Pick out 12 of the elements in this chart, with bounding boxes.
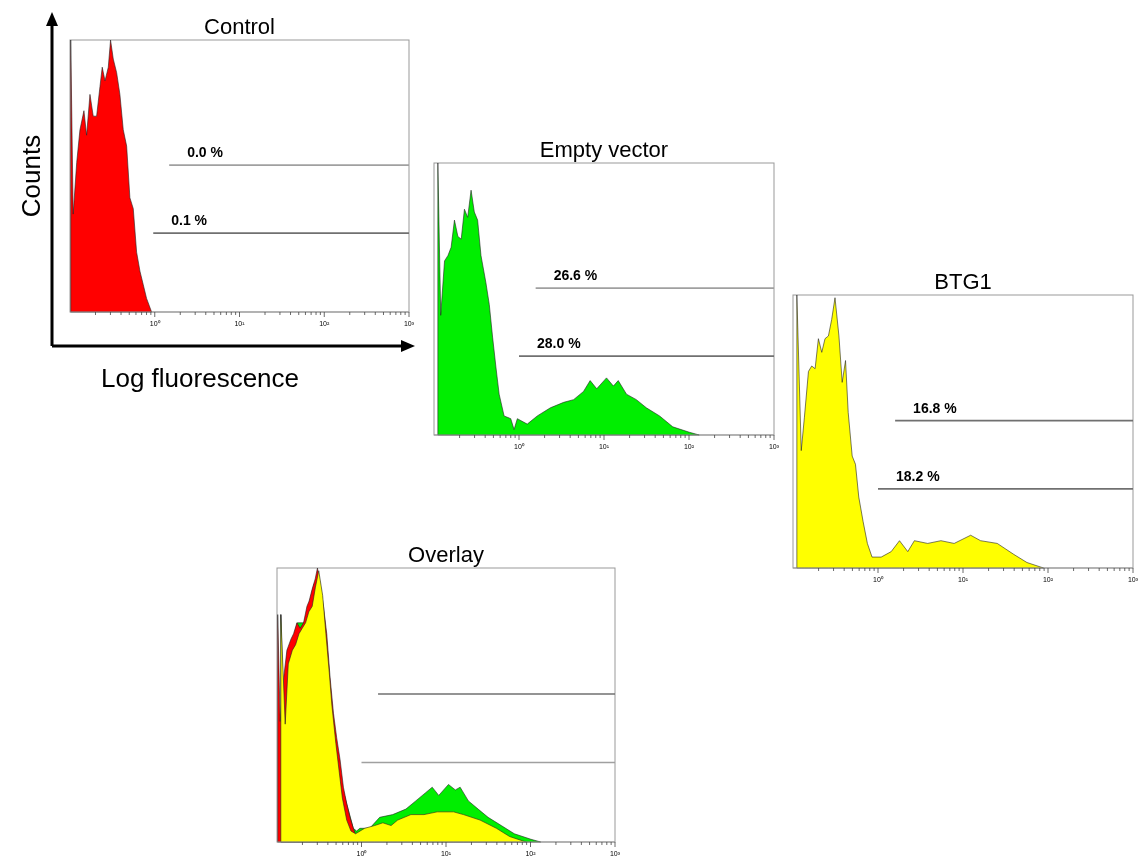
chart-title: Empty vector <box>539 137 669 162</box>
annotation: 26.6 % <box>553 267 598 284</box>
annotation: 16.8 % <box>913 399 958 416</box>
annotation: 0.1 % <box>171 212 208 229</box>
x-axis-title: Log fluorescence <box>100 363 300 393</box>
y-axis-title: Counts <box>16 134 46 218</box>
chart-title: Overlay <box>408 542 484 567</box>
annotation: 28.0 % <box>537 335 582 352</box>
chart-title: BTG1 <box>934 269 992 294</box>
annotation: 0.0 % <box>187 144 224 161</box>
chart-title: Control <box>204 14 275 39</box>
annotation: 18.2 % <box>896 467 941 484</box>
